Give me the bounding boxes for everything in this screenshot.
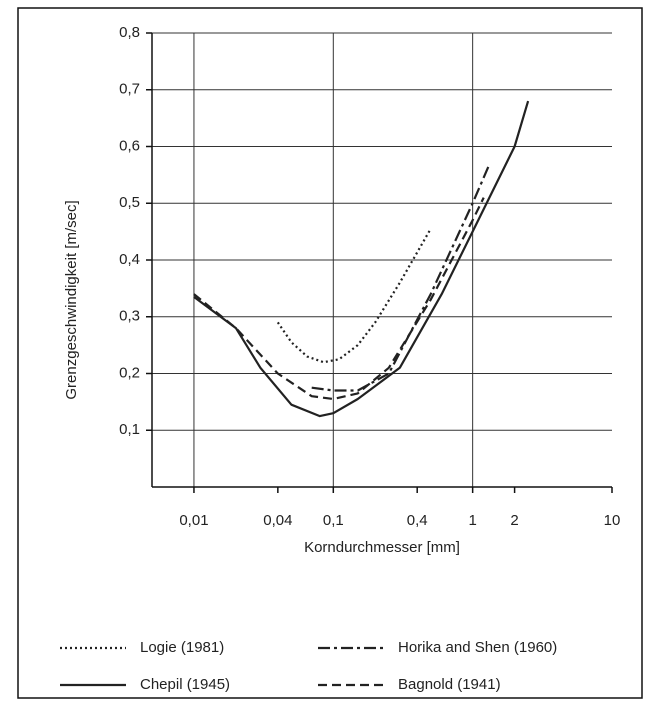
y-tick-label: 0,7 [119,81,140,98]
x-tick-label: 0,04 [263,512,292,529]
line [311,165,490,392]
y-tick-label: 0,4 [119,251,140,268]
legend-label: Logie (1981) [140,639,224,656]
legend-label: Horika and Shen (1960) [398,639,557,656]
legend-label: Chepil (1945) [140,676,230,693]
line [193,100,530,418]
y-tick-label: 0,5 [119,194,140,211]
x-tick-label: 2 [510,512,518,529]
line [193,197,485,401]
x-tick-label: 0,1 [323,512,344,529]
frame [17,7,643,699]
y-tick-label: 0,2 [119,364,140,381]
x-tick-label: 0,01 [179,512,208,529]
legend-label: Bagnold (1941) [398,676,501,693]
y-axis-label: Grenzgeschwindigkeit [m/sec] [63,200,80,399]
x-tick-label: 0,4 [407,512,428,529]
y-tick-label: 0,8 [119,24,140,41]
y-tick-label: 0,6 [119,137,140,154]
line [276,228,432,364]
x-tick-label: 1 [468,512,476,529]
x-axis-label: Korndurchmesser [mm] [304,539,460,556]
y-tick-label: 0,3 [119,308,140,325]
y-tick-label: 0,1 [119,421,140,438]
x-tick-label: 10 [604,512,621,529]
